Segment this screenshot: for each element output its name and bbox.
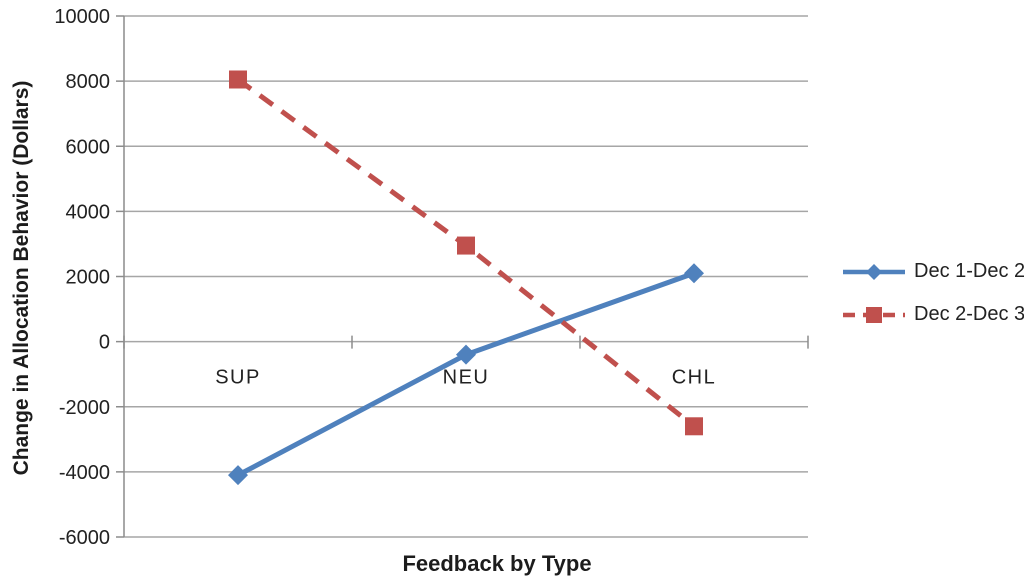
data-point-marker — [684, 263, 704, 284]
data-point-marker — [229, 70, 247, 89]
data-point-marker — [456, 344, 476, 365]
legend: Dec 1-Dec 2 Dec 2-Dec 3 — [842, 260, 1024, 326]
legend-item-dec1-dec2: Dec 1-Dec 2 — [842, 260, 1024, 283]
x-category-label: SUP — [215, 367, 261, 389]
y-tick-label: 0 — [99, 332, 110, 354]
y-axis-title: Change in Allocation Behavior (Dollars) — [10, 80, 33, 476]
data-point-marker — [866, 263, 882, 280]
series1-line-marker-icon — [843, 263, 905, 280]
x-category-label: CHL — [672, 367, 717, 389]
data-point-marker — [685, 417, 703, 436]
y-tick-label: 6000 — [66, 136, 111, 158]
y-tick-label: 2000 — [66, 267, 111, 289]
y-tick-label: -2000 — [59, 397, 110, 419]
data-point-marker — [866, 306, 882, 323]
y-tick-label: 8000 — [66, 71, 111, 93]
legend-label-series2: Dec 2-Dec 3 — [914, 303, 1024, 325]
data-point-marker — [457, 236, 475, 255]
series2-line-marker-icon — [843, 306, 905, 323]
y-tick-label: 10000 — [54, 6, 110, 28]
y-tick-label: 4000 — [66, 201, 111, 223]
y-tick-label: -4000 — [59, 462, 110, 484]
legend-item-dec2-dec3: Dec 2-Dec 3 — [842, 303, 1024, 326]
x-axis-title: Feedback by Type — [402, 551, 592, 576]
data-point-marker — [228, 465, 248, 486]
legend-label-series1: Dec 1-Dec 2 — [914, 260, 1024, 282]
y-tick-label: -6000 — [59, 527, 110, 549]
x-category-label: NEU — [443, 367, 490, 389]
